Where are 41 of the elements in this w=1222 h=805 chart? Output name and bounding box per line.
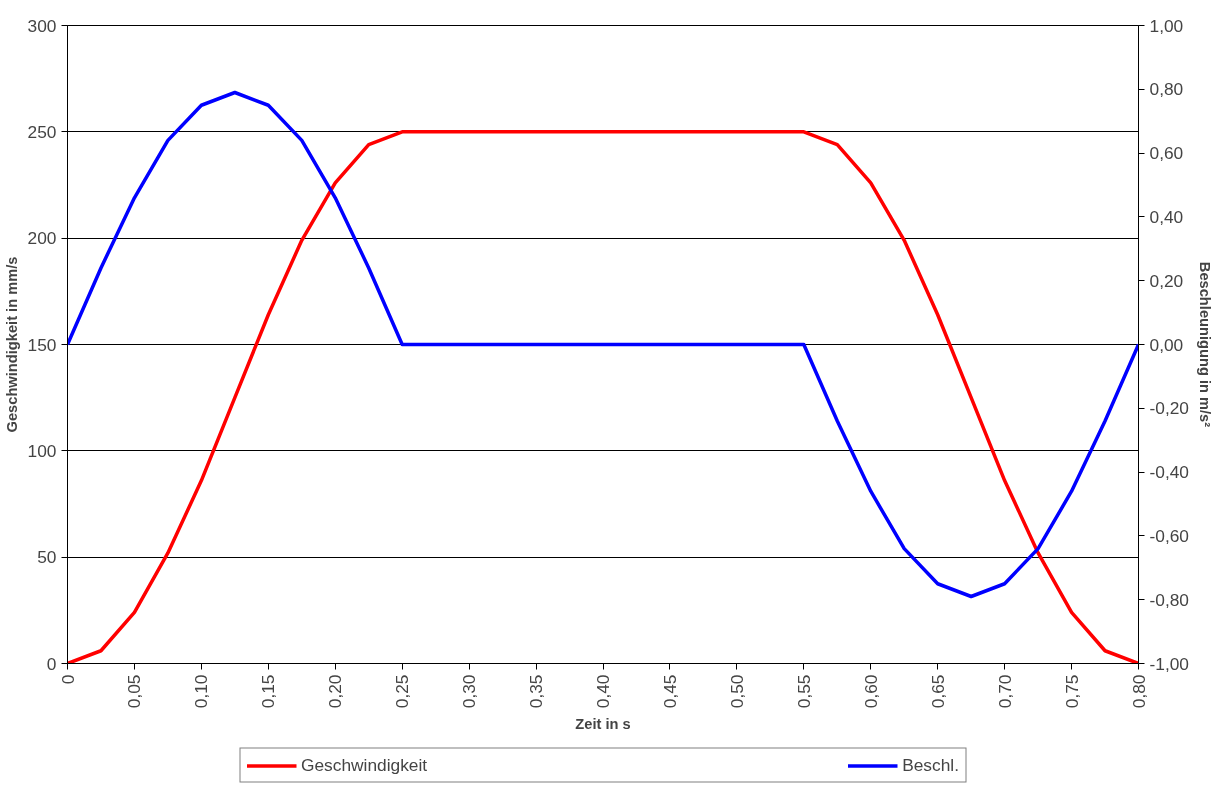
y-tick-label: 50 [37,547,57,568]
y2-tick-label: 0,40 [1149,206,1184,227]
x-tick-label: 0,35 [526,674,547,709]
y2-tick-label: -0,40 [1149,462,1189,483]
y-tick-label: 200 [27,228,57,249]
x-tick-label: 0,70 [994,674,1015,709]
legend-label: Beschl. [902,754,959,776]
line-series [67,90,1139,599]
x-tick-label: 0,05 [124,674,145,709]
x-tick-label: 0,40 [593,674,613,709]
y2-tick-label: 1,00 [1149,15,1184,36]
y2-tick-label: -1,00 [1149,653,1189,674]
x-tick-label: 0,45 [659,674,680,709]
x-tick-label: 0,20 [325,674,346,709]
y2-tick-label: 0,60 [1149,143,1184,164]
y2-axis-title: Beschleunigung in m/s² [1197,261,1213,428]
y-tick-label: 300 [27,15,57,36]
x-tick-label: 0,30 [459,674,480,709]
x-tick-label: 0,15 [258,674,279,709]
x-tick-label: 0,55 [793,674,814,709]
x-tick-label: 0,65 [927,674,948,709]
x-tick-label: 0,25 [392,674,413,709]
y2-tick-label: -0,80 [1149,589,1189,610]
y-tick-label: 100 [27,440,57,461]
x-tick-label: 0,75 [1061,674,1082,709]
x-tick-label: 0,10 [191,674,212,709]
y-tick-label: 150 [27,334,57,355]
y2-tick-label: -0,60 [1149,525,1189,546]
y-tick-label: 0 [46,653,57,674]
x-tick-label: 0,60 [860,674,881,709]
y-tick-label: 250 [27,121,57,142]
y2-tick-label: 0,20 [1149,270,1184,291]
x-tick-label: 0,50 [726,674,747,709]
legend-label: Geschwindigkeit [301,754,428,776]
x-tick-label: 0,80 [1128,674,1149,709]
y-axis-title: Geschwindigkeit in mm/s [3,256,20,433]
x-tick-label: 0 [57,674,78,685]
y2-tick-label: -0,20 [1149,398,1189,419]
y2-tick-label: 0,00 [1149,334,1184,355]
x-axis-title: Zeit in s [575,716,631,733]
y2-tick-label: 0,80 [1149,79,1184,100]
